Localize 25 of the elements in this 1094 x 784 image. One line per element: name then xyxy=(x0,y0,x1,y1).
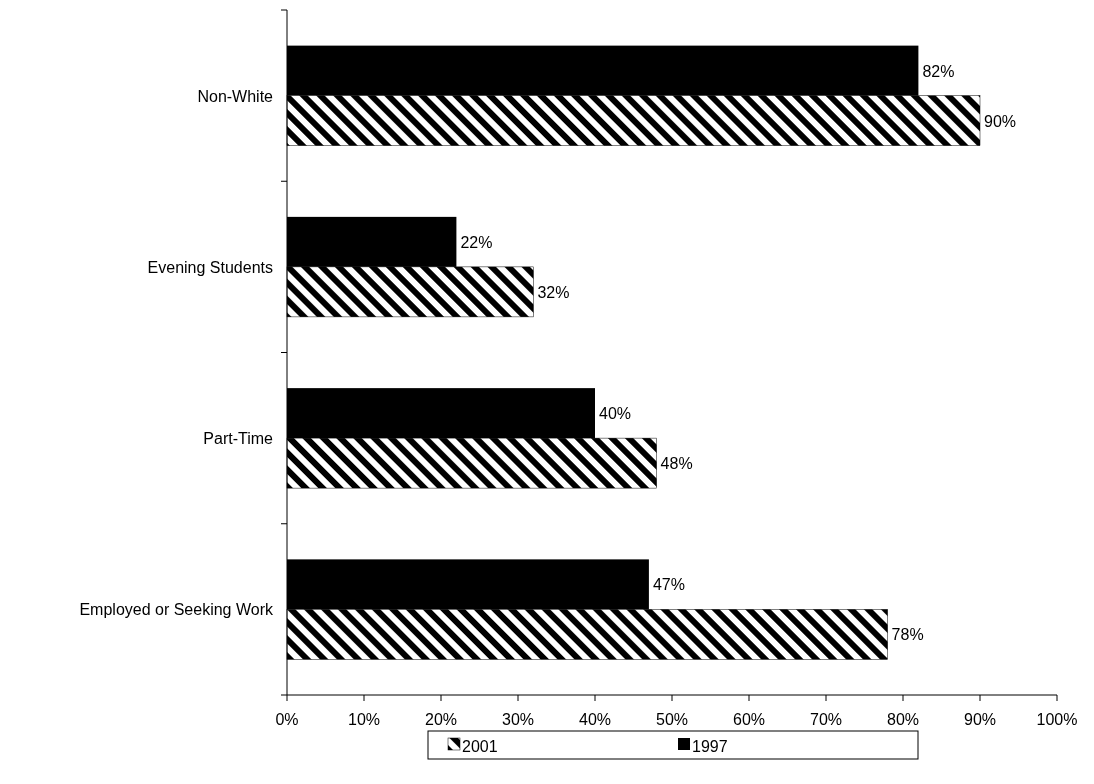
data-label: 22% xyxy=(460,233,493,251)
x-tick-label: 20% xyxy=(424,711,458,728)
x-tick-label: 10% xyxy=(347,711,381,728)
y-tick-label: Employed or Seeking Work xyxy=(79,601,274,619)
y-tick-label: Part-Time xyxy=(203,430,274,448)
data-label: 40% xyxy=(599,405,632,423)
data-label: 47% xyxy=(652,576,685,594)
data-label: 32% xyxy=(537,283,570,301)
x-tick-label: 90% xyxy=(963,711,997,728)
x-tick-label: 70% xyxy=(809,711,843,728)
x-tick-label: 0% xyxy=(275,711,299,728)
data-label: 78% xyxy=(891,626,924,644)
x-tick-label: 80% xyxy=(886,711,920,728)
x-tick-label: 40% xyxy=(578,711,612,728)
data-label: 48% xyxy=(660,455,693,473)
y-tick-label: Non-White xyxy=(197,87,274,105)
y-tick-label: Evening Students xyxy=(147,258,273,276)
data-label: 90% xyxy=(984,112,1017,130)
x-tick-label: 100% xyxy=(1036,711,1078,728)
x-tick-label: 50% xyxy=(655,711,689,728)
x-tick-label: 60% xyxy=(732,711,766,728)
legend-label: 1997 xyxy=(692,738,728,755)
x-tick-label: 30% xyxy=(501,711,535,728)
data-label: 82% xyxy=(922,62,955,80)
legend-label: 2001 xyxy=(462,738,498,755)
